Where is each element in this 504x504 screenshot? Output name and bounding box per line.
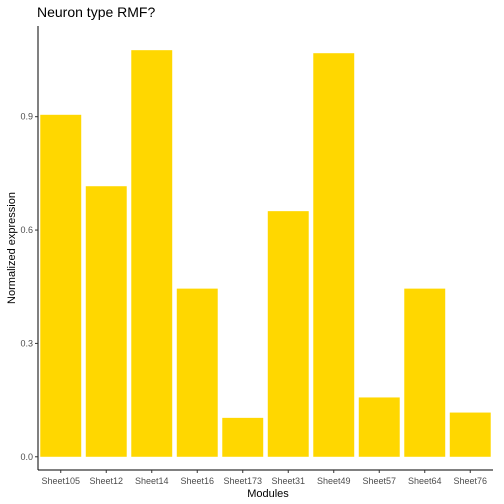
bar-sheet105: [40, 114, 82, 457]
y-tick-label: 0.9: [20, 112, 33, 122]
x-tick-label: Sheet64: [408, 476, 442, 486]
x-tick-label: Sheet76: [453, 476, 487, 486]
x-tick-label: Sheet57: [362, 476, 396, 486]
bar-sheet16: [176, 288, 218, 457]
bar-sheet49: [313, 53, 355, 457]
chart-title: Neuron type RMF?: [37, 4, 155, 20]
bar-sheet57: [358, 397, 400, 457]
bar-sheet173: [222, 417, 264, 457]
y-tick-label: 0.6: [20, 225, 33, 235]
bar-sheet14: [131, 50, 173, 457]
x-tick-label: Sheet105: [41, 476, 80, 486]
x-tick-label: Sheet16: [180, 476, 214, 486]
bar-sheet31: [267, 211, 309, 457]
x-tick-label: Sheet12: [89, 476, 123, 486]
bar-sheet64: [404, 288, 446, 457]
y-tick-label: 0.3: [20, 338, 33, 348]
y-axis: 0.0 0.3 0.6 0.9: [20, 26, 39, 470]
bar-sheet76: [449, 412, 491, 457]
x-tick-label: Sheet173: [223, 476, 262, 486]
x-tick-label: Sheet49: [317, 476, 351, 486]
y-axis-title: Normalized expression: [6, 192, 18, 304]
x-axis-title: Modules: [247, 488, 289, 500]
x-tick-label: Sheet31: [271, 476, 305, 486]
bars-group: [40, 50, 491, 457]
x-axis: Sheet105 Sheet12 Sheet14 Sheet16 Sheet173 She…: [38, 469, 493, 486]
y-tick-label: 0.0: [20, 452, 33, 462]
bar-sheet12: [85, 186, 127, 457]
x-tick-label: Sheet14: [135, 476, 169, 486]
